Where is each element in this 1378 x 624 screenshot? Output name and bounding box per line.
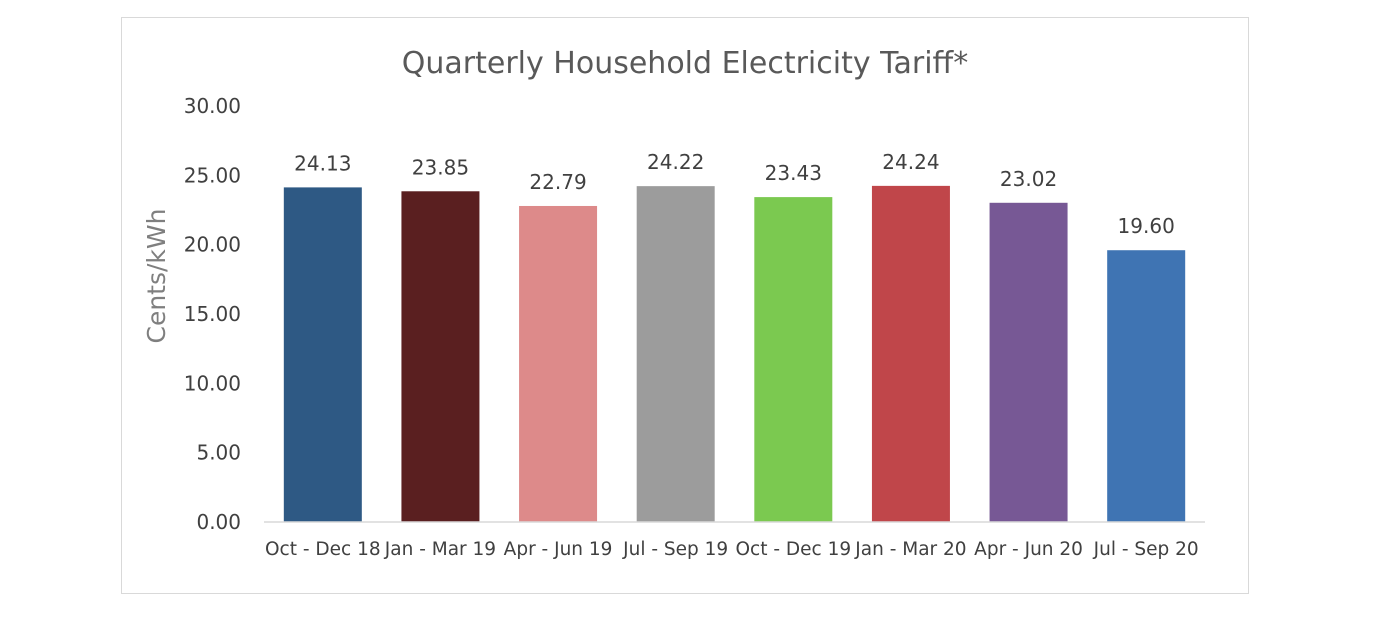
y-tick-label: 20.00 <box>184 233 241 257</box>
x-tick-label: Jul - Sep 19 <box>622 539 728 560</box>
x-tick-label: Jul - Sep 20 <box>1093 539 1199 560</box>
data-labels: 24.13 23.85 22.79 24.22 23.43 24.24 23.02 19.60 <box>294 150 1175 238</box>
y-axis-ticks: 0.00 5.00 10.00 15.00 20.00 25.00 30.00 <box>184 94 241 534</box>
data-label: 23.02 <box>1000 167 1057 191</box>
x-tick-label: Apr - Jun 19 <box>504 539 613 560</box>
bar <box>1107 250 1186 523</box>
y-tick-label: 15.00 <box>184 302 241 326</box>
bar <box>283 187 362 522</box>
bar <box>754 197 833 522</box>
data-label: 24.13 <box>294 151 351 175</box>
bar <box>989 202 1068 522</box>
chart-title: Quarterly Household Electricity Tariff* <box>402 46 968 81</box>
x-axis-categories: Oct - Dec 18 Jan - Mar 19 Apr - Jun 19 Jul … <box>265 539 1199 560</box>
data-label: 24.24 <box>882 150 939 174</box>
data-label: 19.60 <box>1118 214 1175 238</box>
x-tick-label: Apr - Jun 20 <box>974 539 1083 560</box>
y-tick-label: 10.00 <box>184 371 241 395</box>
bar <box>519 205 598 522</box>
data-label: 24.22 <box>647 150 704 174</box>
bar <box>636 186 715 522</box>
x-tick-label: Oct - Dec 19 <box>735 539 851 560</box>
data-label: 23.85 <box>412 155 469 179</box>
bar <box>401 191 480 522</box>
y-tick-label: 25.00 <box>184 163 241 187</box>
y-axis-label: Cents/kWh <box>142 209 171 344</box>
x-tick-label: Oct - Dec 18 <box>265 539 381 560</box>
data-label: 22.79 <box>529 170 586 194</box>
y-tick-label: 0.00 <box>196 510 241 534</box>
x-tick-label: Jan - Mar 19 <box>384 539 496 560</box>
bar <box>871 185 950 522</box>
y-tick-label: 5.00 <box>196 441 241 465</box>
bars <box>283 185 1186 523</box>
x-tick-label: Jan - Mar 20 <box>854 539 966 560</box>
y-tick-label: 30.00 <box>184 94 241 118</box>
data-label: 23.43 <box>765 161 822 185</box>
